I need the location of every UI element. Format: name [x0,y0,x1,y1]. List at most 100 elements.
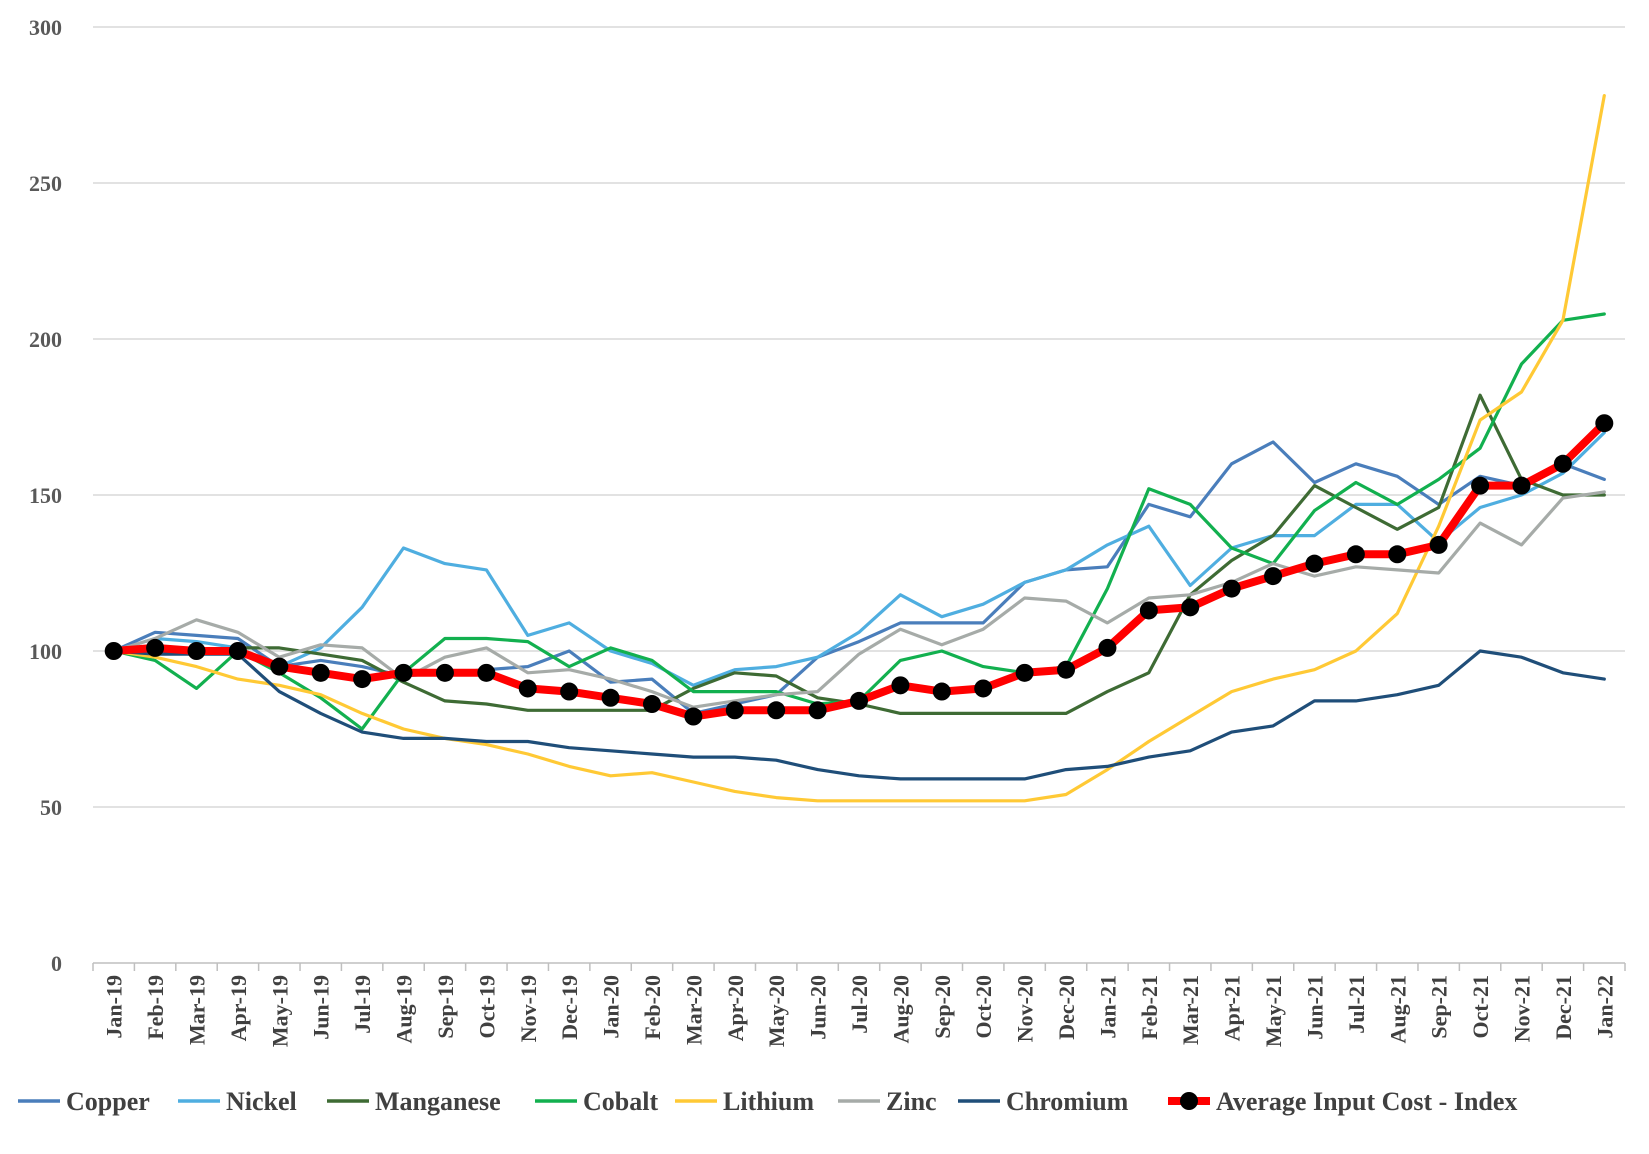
data-point-marker [146,638,165,657]
x-tick-label: Feb-21 [1137,975,1162,1040]
data-point-marker [1388,545,1407,564]
y-tick-label: 50 [40,795,62,820]
x-tick-label: Aug-20 [888,975,913,1043]
data-point-marker [518,679,537,698]
x-tick-label: Jan-19 [102,975,127,1039]
series-chromium [112,649,1606,781]
data-point-marker [1181,598,1200,617]
x-tick-label: Feb-20 [640,975,665,1040]
data-point-marker [1595,414,1614,433]
legend-label: Cobalt [583,1087,658,1116]
legend-label: Average Input Cost - Index [1216,1087,1517,1116]
legend-item-average-input-cost-index: Average Input Cost - Index [1168,1087,1517,1116]
data-point-marker [1471,476,1490,495]
x-tick-label: Oct-19 [474,975,499,1039]
legend: Copper Nickel Manganese Cobalt Lithium Zinc Ch… [18,1087,1517,1116]
x-tick-label: Apr-21 [1220,975,1245,1041]
y-axis-tick-labels: 0 50 100 150 200 250 300 [29,15,62,976]
data-point-marker [270,657,289,676]
x-tick-label: Apr-19 [226,975,251,1041]
y-tick-label: 300 [29,15,62,40]
x-tick-label: Jan-20 [599,975,624,1039]
data-point-marker [850,691,868,710]
data-point-marker [684,707,703,726]
data-point-marker [187,642,206,660]
series-line-lithium [112,93,1606,803]
x-axis: Jan-19 Feb-19 Mar-19 Apr-19 May-19 Jun-19 Jul-… [92,962,1626,1047]
x-tick-label: May-21 [1261,975,1286,1047]
x-tick-label: Oct-21 [1468,975,1493,1039]
y-tick-label: 100 [29,639,62,664]
x-tick-label: Dec-21 [1551,975,1576,1040]
data-point-marker [1098,638,1117,657]
y-tick-label: 200 [29,327,62,352]
x-tick-label: Aug-21 [1385,975,1410,1043]
series-nickel [112,431,1606,687]
data-point-marker [435,663,454,682]
legend-label: Copper [66,1087,150,1116]
data-point-marker [1346,545,1365,564]
series-average-input-cost-index [104,414,1614,726]
data-point-marker [1015,663,1034,682]
x-tick-label: Jul-21 [1344,975,1369,1034]
legend-item-copper: Copper [18,1087,150,1116]
data-point-marker [1429,535,1448,554]
series-line-chromium [112,649,1606,781]
series-line-copper [112,440,1606,716]
x-tick-label: Sep-19 [433,975,458,1039]
x-tick-label: Feb-19 [143,975,168,1040]
series-lithium [112,93,1606,803]
x-tick-label: Jan-22 [1592,975,1617,1039]
data-point-marker [974,679,993,698]
data-point-marker [394,663,413,682]
legend-label: Manganese [375,1087,501,1116]
data-point-marker [311,663,330,682]
data-point-marker [891,676,910,695]
data-point-marker [1057,660,1076,679]
x-tick-label: Mar-20 [681,975,706,1045]
x-tick-label: Jun-20 [806,975,831,1040]
legend-label: Lithium [723,1087,814,1116]
data-point-marker [1264,567,1283,586]
series-line-zinc [112,490,1606,709]
data-point-marker [725,701,744,720]
x-tick-label: Sep-20 [930,975,955,1039]
x-tick-label: May-20 [764,975,789,1047]
legend-label: Zinc [886,1087,937,1116]
data-point-marker [601,688,620,707]
data-point-marker [1139,601,1158,620]
x-tick-label: May-19 [267,975,292,1047]
x-tick-label: Jul-19 [350,975,375,1034]
data-point-marker [808,701,827,720]
x-tick-label: Jan-21 [1095,975,1120,1039]
x-tick-label: Nov-21 [1509,975,1534,1042]
data-point-marker [1512,476,1531,495]
data-point-marker [477,663,496,682]
x-tick-label: Oct-20 [971,975,996,1039]
legend-item-cobalt: Cobalt [535,1087,658,1116]
series-lines [104,93,1614,803]
x-tick-label: Sep-21 [1427,975,1452,1039]
data-point-marker [353,670,372,689]
series-zinc [112,490,1606,709]
legend-marker [1180,1092,1198,1110]
data-point-marker [932,682,951,701]
x-tick-label: Nov-19 [516,975,541,1042]
series-line-nickel [112,431,1606,687]
data-point-marker [642,695,661,714]
y-tick-label: 0 [51,951,62,976]
legend-item-lithium: Lithium [675,1087,814,1116]
series-copper [112,440,1606,716]
legend-item-zinc: Zinc [838,1087,937,1116]
legend-label: Chromium [1006,1087,1129,1116]
x-tick-label: Mar-21 [1178,975,1203,1045]
data-point-marker [228,642,247,660]
data-point-marker [104,642,123,660]
legend-item-chromium: Chromium [958,1087,1129,1116]
data-point-marker [1305,554,1324,573]
y-tick-label: 150 [29,483,62,508]
x-tick-label: Nov-20 [1013,975,1038,1042]
data-point-marker [560,682,579,701]
y-tick-label: 250 [29,171,62,196]
